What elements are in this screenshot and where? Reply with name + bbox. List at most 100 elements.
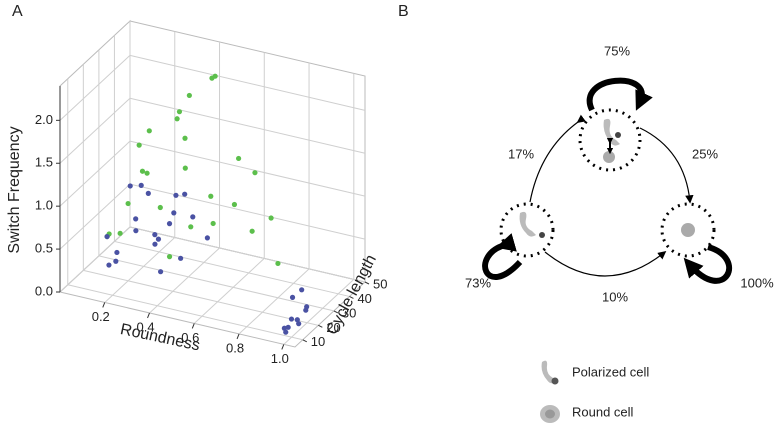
grid-line — [59, 226, 131, 293]
loop-label: 100% — [740, 275, 774, 290]
z-tick-label: 1.5 — [35, 155, 53, 170]
point — [182, 165, 188, 171]
grid-line — [83, 269, 319, 326]
tick-mark — [364, 281, 370, 285]
x-axis-title: Roundness — [119, 321, 202, 354]
point — [133, 216, 139, 222]
point — [104, 233, 110, 240]
point — [146, 128, 152, 134]
point — [252, 170, 258, 176]
transition-arrow — [544, 250, 667, 277]
point — [139, 168, 146, 174]
point — [236, 155, 242, 162]
y-tick-label: 10 — [311, 334, 325, 349]
point — [294, 317, 300, 323]
point — [173, 192, 179, 198]
grid-line — [67, 284, 303, 341]
pane — [129, 20, 366, 283]
point — [152, 241, 158, 247]
nucleus — [551, 377, 559, 385]
tick-mark — [333, 310, 339, 314]
z-tick-label: 1.0 — [35, 198, 53, 213]
grid-line — [59, 183, 131, 250]
point — [155, 236, 162, 242]
loop-label: 73% — [465, 275, 491, 290]
pane — [59, 19, 131, 294]
polarized-cell-icon — [519, 211, 536, 237]
x-tick-label: 1.0 — [271, 351, 289, 366]
point — [289, 294, 296, 300]
point — [145, 190, 151, 196]
tick-mark — [302, 339, 308, 343]
point — [296, 321, 302, 327]
point — [304, 304, 310, 310]
y-tick-label: 50 — [373, 276, 387, 291]
grid-line — [283, 279, 355, 345]
self-loop — [683, 244, 733, 284]
transition-arrow — [529, 114, 586, 203]
tick-mark — [349, 295, 354, 299]
grid-line — [114, 240, 350, 297]
grid-line — [98, 255, 335, 312]
grid-line — [129, 226, 366, 283]
scatter-3d: 0.0 0.5 1.0 1.5 2.0 0.2 0.4 0.6 0.8 1.0 1020304050… — [6, 19, 387, 366]
point — [152, 232, 158, 238]
point — [281, 325, 287, 331]
point — [190, 214, 196, 220]
point — [166, 221, 173, 227]
tick-mark — [147, 312, 150, 319]
state-diagram: 75% 73% 100% 17% 25% 10% Polarized cell … — [465, 43, 774, 423]
pane — [58, 226, 367, 348]
state-node — [578, 108, 642, 172]
grid-line — [59, 97, 131, 164]
point — [299, 287, 305, 293]
point — [178, 255, 184, 261]
point — [182, 191, 188, 197]
grid-line — [149, 247, 220, 314]
legend-label: Round cell — [572, 404, 634, 419]
point — [117, 230, 123, 236]
tick-mark — [318, 324, 323, 328]
round-cell-icon — [603, 151, 615, 163]
state-node — [660, 202, 716, 258]
point — [166, 254, 173, 260]
edge-label: 10% — [602, 289, 628, 304]
x-tick-label: 0.6 — [181, 330, 199, 345]
point — [275, 260, 281, 267]
point — [171, 210, 177, 216]
y-tick-label: 20 — [326, 320, 340, 335]
point — [174, 116, 180, 122]
grid-line — [129, 140, 366, 197]
point — [283, 329, 289, 335]
edge-label: 17% — [508, 146, 534, 161]
panel-label: B — [398, 3, 409, 20]
point — [106, 262, 112, 268]
point — [210, 220, 216, 227]
point — [157, 204, 163, 211]
self-loop — [482, 233, 523, 280]
grid-line — [104, 237, 176, 303]
point — [288, 316, 295, 322]
point — [158, 269, 164, 275]
point — [136, 142, 142, 148]
point — [125, 200, 131, 207]
z-tick-label: 0.5 — [35, 241, 53, 256]
loop-label: 75% — [604, 43, 630, 58]
z-tick-label: 0.0 — [35, 283, 53, 298]
polarized-cell-icon — [603, 118, 620, 146]
self-loop — [586, 77, 653, 112]
x-tick-label: 0.4 — [136, 319, 154, 334]
x-tick-label: 0.2 — [92, 309, 110, 324]
z-tick-label: 2.0 — [35, 112, 53, 127]
point — [208, 193, 214, 199]
point — [176, 109, 183, 115]
y-tick-label: 40 — [357, 291, 371, 306]
nucleus — [615, 132, 621, 138]
edge-label: 25% — [692, 146, 718, 161]
point — [249, 228, 255, 234]
point — [182, 135, 188, 141]
transition-arrow — [639, 127, 694, 204]
point — [231, 201, 238, 208]
point — [133, 228, 139, 234]
